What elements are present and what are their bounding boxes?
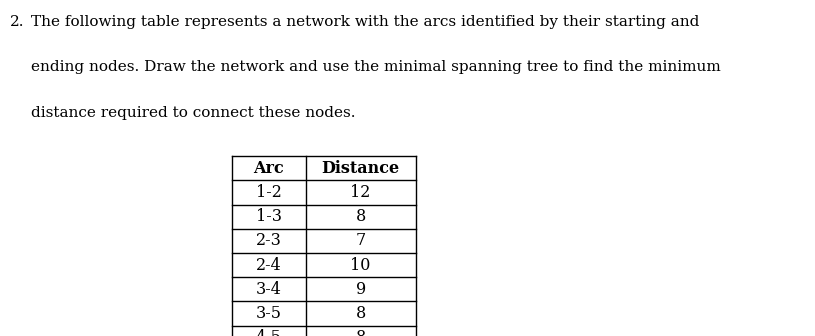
Text: 8: 8 — [355, 329, 366, 336]
Text: 1-2: 1-2 — [256, 184, 282, 201]
Text: 3-4: 3-4 — [256, 281, 282, 298]
Text: 2-3: 2-3 — [256, 233, 282, 249]
Text: The following table represents a network with the arcs identified by their start: The following table represents a network… — [31, 15, 699, 29]
Text: Distance: Distance — [322, 160, 399, 177]
Text: 7: 7 — [355, 233, 366, 249]
Text: Arc: Arc — [253, 160, 284, 177]
Text: 3-5: 3-5 — [256, 305, 282, 322]
Text: 8: 8 — [355, 208, 366, 225]
Text: 10: 10 — [350, 257, 371, 274]
Text: 8: 8 — [355, 305, 366, 322]
Text: 4-5: 4-5 — [256, 329, 282, 336]
Text: 12: 12 — [350, 184, 371, 201]
Text: 1-3: 1-3 — [256, 208, 282, 225]
Text: distance required to connect these nodes.: distance required to connect these nodes… — [31, 106, 355, 120]
Text: ending nodes. Draw the network and use the minimal spanning tree to find the min: ending nodes. Draw the network and use t… — [31, 60, 720, 75]
Text: 2.: 2. — [10, 15, 24, 29]
Text: 9: 9 — [355, 281, 366, 298]
Text: 2-4: 2-4 — [256, 257, 282, 274]
